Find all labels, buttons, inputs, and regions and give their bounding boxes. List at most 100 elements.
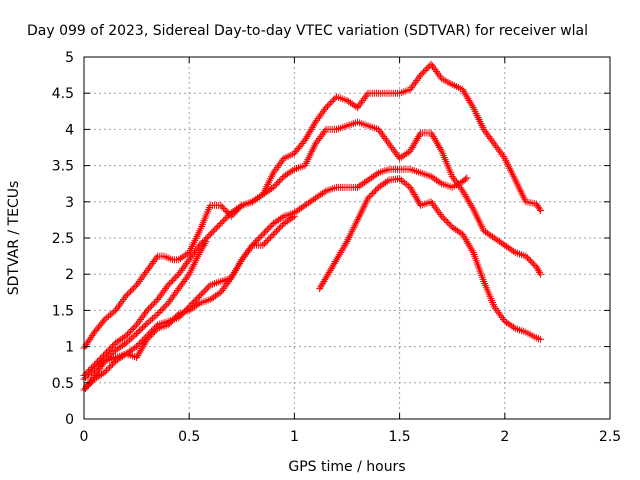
data-point xyxy=(233,205,241,213)
data-point xyxy=(355,182,363,190)
data-point xyxy=(297,204,305,212)
data-point xyxy=(435,142,443,150)
data-point xyxy=(256,233,264,241)
data-point xyxy=(158,305,166,313)
data-point xyxy=(510,323,518,331)
data-point xyxy=(96,364,104,372)
data-point xyxy=(230,268,238,276)
data-point xyxy=(332,256,340,264)
data-point xyxy=(399,178,407,186)
data-point xyxy=(431,66,439,74)
data-point xyxy=(503,318,511,326)
data-point xyxy=(466,243,474,251)
data-point xyxy=(367,191,375,199)
data-point xyxy=(162,285,170,293)
data-point xyxy=(175,270,183,278)
grid xyxy=(84,57,610,419)
data-point xyxy=(197,247,205,255)
data-point xyxy=(269,230,277,238)
data-point xyxy=(341,241,349,249)
data-point xyxy=(301,136,309,144)
data-point xyxy=(465,198,473,206)
data-point xyxy=(199,289,207,297)
data-point xyxy=(437,145,445,153)
data-point xyxy=(366,175,374,183)
data-point xyxy=(465,241,473,249)
data-point xyxy=(124,337,132,345)
data-point xyxy=(434,207,442,215)
data-point xyxy=(164,299,172,307)
data-point xyxy=(259,230,267,238)
y-tick-label: 1 xyxy=(65,340,74,356)
data-point xyxy=(134,279,142,287)
data-point xyxy=(301,201,309,209)
data-point xyxy=(413,196,421,204)
data-point xyxy=(100,317,108,325)
data-point xyxy=(460,189,468,197)
data-point xyxy=(468,102,476,110)
data-point xyxy=(167,278,175,286)
data-point xyxy=(91,372,99,380)
data-point xyxy=(309,122,317,130)
y-tick-label: 3.5 xyxy=(52,159,74,175)
data-point xyxy=(137,276,145,284)
data-point xyxy=(463,194,471,202)
data-point xyxy=(490,234,498,242)
data-point xyxy=(536,268,544,276)
data-point xyxy=(497,149,505,157)
data-point xyxy=(183,274,191,282)
data-point xyxy=(246,245,254,253)
data-point xyxy=(401,179,409,187)
data-point xyxy=(217,288,225,296)
data-point xyxy=(154,296,162,304)
data-point xyxy=(200,241,208,249)
data-point xyxy=(327,265,335,273)
data-point xyxy=(145,305,153,313)
data-point xyxy=(413,77,421,85)
y-axis-label: SDTVAR / TECUs xyxy=(6,181,22,296)
data-point xyxy=(379,131,387,139)
data-point xyxy=(393,151,401,159)
data-point xyxy=(136,339,144,347)
data-point xyxy=(366,193,374,201)
data-point xyxy=(134,319,142,327)
data-point xyxy=(319,129,327,137)
data-point xyxy=(206,296,214,304)
x-tick-label: 1 xyxy=(290,429,299,445)
data-point xyxy=(302,134,310,142)
data-point xyxy=(307,125,315,133)
data-point xyxy=(139,272,147,280)
data-point xyxy=(98,361,106,369)
series-track-e xyxy=(80,212,298,394)
data-point xyxy=(348,100,356,108)
data-point xyxy=(272,180,280,188)
data-point xyxy=(411,138,419,146)
data-point xyxy=(311,194,319,202)
data-point xyxy=(164,281,172,289)
data-point xyxy=(120,340,128,348)
data-point xyxy=(417,71,425,79)
data-point xyxy=(537,206,545,214)
data-point xyxy=(452,226,460,234)
data-point xyxy=(537,335,545,343)
data-point xyxy=(169,292,177,300)
data-point xyxy=(483,229,491,237)
data-point xyxy=(532,263,540,271)
data-point xyxy=(461,191,469,199)
y-tick-label: 4 xyxy=(65,122,74,138)
data-point xyxy=(363,91,371,99)
data-point xyxy=(436,178,444,186)
data-point xyxy=(231,206,239,214)
data-point xyxy=(534,267,542,275)
data-point xyxy=(205,283,213,291)
data-point xyxy=(343,96,351,104)
data-point xyxy=(107,344,115,352)
data-point xyxy=(461,234,469,242)
data-point xyxy=(92,370,100,378)
data-point xyxy=(468,203,476,211)
data-point xyxy=(260,229,268,237)
data-point xyxy=(110,348,118,356)
data-point xyxy=(396,175,404,183)
data-point xyxy=(151,256,159,264)
data-point xyxy=(271,167,279,175)
